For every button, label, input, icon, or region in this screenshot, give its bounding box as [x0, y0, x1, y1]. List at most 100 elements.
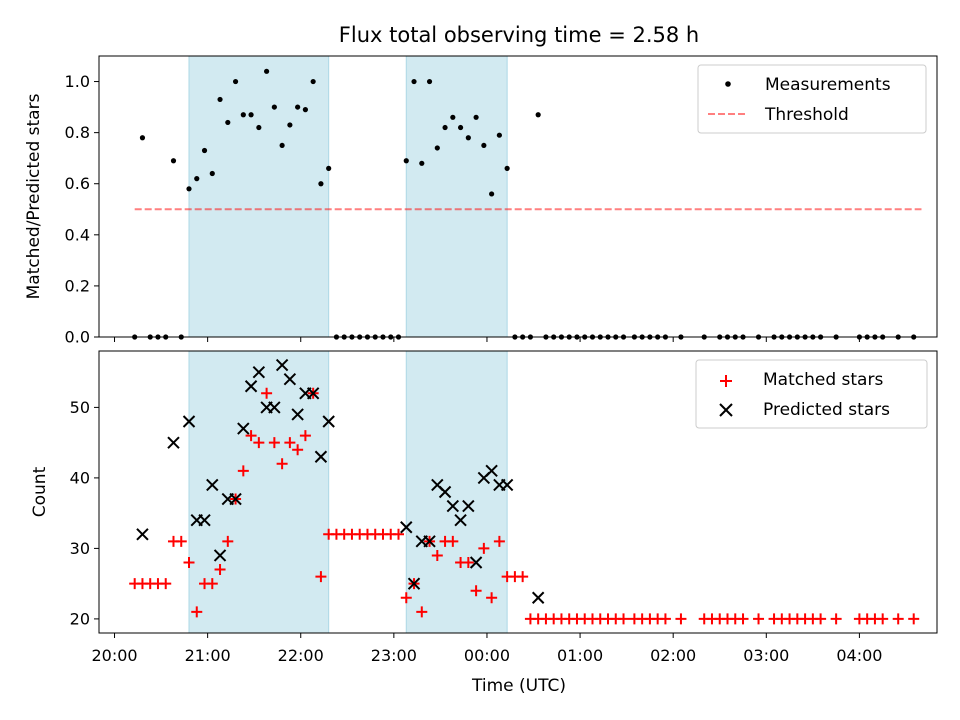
matched-star-point: [659, 613, 671, 625]
bottom-legend: Matched stars Predicted stars: [695, 359, 928, 429]
measurement-point: [450, 114, 456, 120]
predicted-star-point: [291, 408, 304, 421]
matched-star-point: [892, 613, 904, 625]
matched-star-point: [486, 592, 498, 604]
measurement-point: [295, 104, 301, 110]
top-y-axis-label: Matched/Predicted stars: [24, 93, 44, 299]
predicted-star-point: [438, 485, 452, 499]
measurement-point: [302, 107, 308, 113]
x-tick-label: 02:00: [650, 646, 696, 665]
predicted-star-point: [400, 521, 413, 534]
matched-star-point: [253, 437, 265, 449]
predicted-star-point: [462, 499, 475, 513]
matched-star-point: [214, 564, 226, 576]
matched-star-point: [206, 578, 218, 590]
measurement-point: [481, 142, 487, 149]
measurement-point: [170, 158, 177, 164]
measurement-point: [271, 104, 277, 110]
x-tick-label: 04:00: [836, 646, 882, 665]
predicted-star-point: [229, 492, 242, 506]
predicted-star-point: [136, 528, 149, 541]
measurement-point: [535, 112, 541, 118]
x-tick-label: 20:00: [91, 646, 137, 665]
predicted-star-point: [198, 513, 211, 527]
matched-star-point: [416, 606, 428, 618]
y-tick-label: 1.0: [65, 72, 90, 91]
matched-star-point: [815, 613, 827, 625]
measurement-point: [256, 124, 262, 131]
measurement-point: [186, 186, 192, 192]
measurement-point: [217, 96, 223, 103]
legend-predicted-label: Predicted stars: [763, 400, 890, 420]
predicted-star-point: [469, 556, 483, 569]
measurement-point: [411, 78, 417, 85]
matched-star-point: [315, 571, 327, 583]
measurement-point: [209, 170, 215, 177]
y-tick-label: 30: [70, 539, 90, 558]
predicted-star-point: [237, 422, 250, 435]
bottom-y-axis-label: Count: [30, 466, 50, 517]
matched-star-point: [284, 437, 296, 449]
measurement-point: [240, 112, 246, 118]
predicted-star-point: [446, 499, 460, 513]
measurement-point: [248, 112, 254, 118]
predicted-star-point: [500, 478, 514, 492]
matched-star-point: [462, 557, 474, 568]
matched-star-point: [517, 571, 529, 583]
y-tick-label: 0.0: [65, 328, 90, 347]
matched-star-point: [276, 458, 288, 470]
measurement-point: [473, 114, 479, 120]
measurement-point: [287, 122, 293, 128]
observing-interval-shade: [405, 55, 508, 338]
matched-star-point: [447, 535, 459, 547]
x-tick-label: 03:00: [743, 646, 789, 665]
chart-title: Flux total observing time = 2.58 h: [339, 23, 699, 47]
matched-star-point: [393, 528, 405, 540]
x-tick-label: 22:00: [278, 646, 324, 665]
measurement-point: [139, 135, 146, 141]
matched-star-point: [737, 613, 749, 625]
x-tick-label: 21:00: [185, 646, 231, 665]
matched-star-point: [222, 535, 234, 547]
predicted-star-point: [485, 464, 498, 478]
predicted-star-point: [213, 549, 227, 562]
predicted-star-point: [268, 401, 281, 414]
matched-star-point: [908, 613, 920, 625]
observing-interval-shade: [188, 55, 330, 338]
matched-star-point: [675, 613, 687, 625]
predicted-star-point: [182, 415, 196, 428]
predicted-star-point: [275, 358, 289, 372]
measurement-point: [232, 78, 239, 85]
predicted-star-point: [531, 591, 545, 604]
measurement-point: [496, 132, 502, 138]
predicted-star-point: [206, 478, 219, 492]
predicted-star-point: [423, 535, 436, 548]
matched-star-point: [478, 542, 490, 554]
predicted-star-point: [407, 577, 421, 590]
top-legend: Measurements Threshold: [697, 64, 927, 134]
legend-matched-label: Matched stars: [763, 370, 883, 390]
matched-star-point: [830, 613, 842, 625]
y-tick-label: 0.2: [65, 276, 90, 295]
legend-measurements-marker: [725, 81, 731, 87]
matched-star-point: [268, 437, 280, 449]
y-tick-label: 0.4: [65, 225, 90, 244]
predicted-star-point: [314, 450, 328, 463]
matched-star-point: [245, 430, 257, 442]
top-axes-frame: [98, 55, 938, 338]
matched-star-point: [261, 387, 273, 399]
matched-star-point: [292, 444, 304, 456]
matched-star-point: [877, 613, 889, 625]
measurement-point: [264, 68, 270, 74]
matched-star-point: [160, 578, 172, 590]
matched-star-point: [191, 606, 203, 618]
matched-star-point: [175, 535, 187, 547]
measurement-point: [194, 176, 200, 182]
y-tick-label: 0.8: [65, 123, 90, 142]
matched-star-point: [753, 613, 765, 625]
top-panel: 0.0 0.2 0.4 0.6 0.8 1.0 Matched/Predicted sta…: [24, 55, 938, 347]
measurement-point: [201, 147, 208, 154]
measurement-point: [279, 142, 285, 149]
predicted-star-point: [322, 415, 335, 428]
